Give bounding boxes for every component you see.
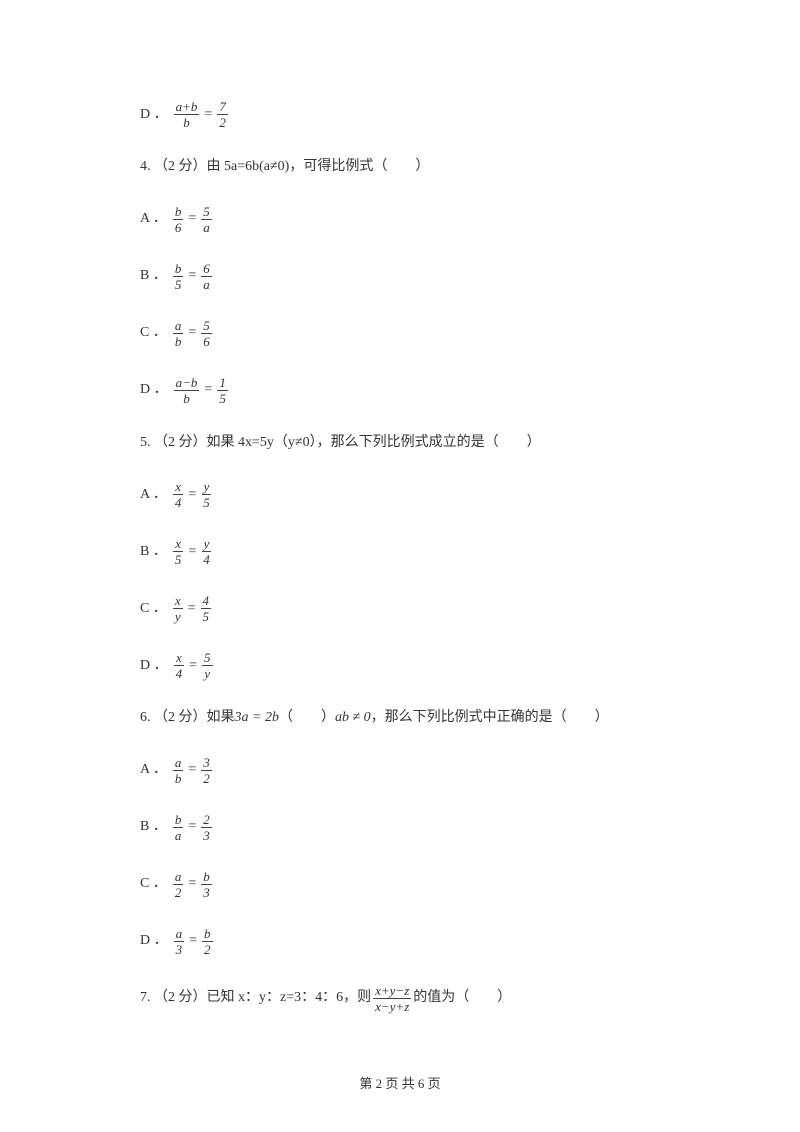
q3-option-d: D ． a+b b = 7 2 bbox=[140, 100, 660, 129]
q5-option-a: A ． x4 = y5 bbox=[140, 480, 660, 509]
q4-option-c: C ． ab = 56 bbox=[140, 319, 660, 348]
page-content: D ． a+b b = 7 2 4. （2 分）由 5a=6b(a≠0)，可得比… bbox=[0, 0, 800, 1081]
q6-option-a: A ． ab = 32 bbox=[140, 756, 660, 785]
q6-option-d: D ． a3 = b2 bbox=[140, 927, 660, 956]
q5-stem: 5. （2 分）如果 4x=5y（y≠0），那么下列比例式成立的是（ ） bbox=[140, 433, 660, 453]
page-footer: 第 2 页 共 6 页 bbox=[0, 1073, 800, 1092]
fraction: a+b b bbox=[174, 100, 200, 129]
q4-option-b: B ． b5 = 6a bbox=[140, 262, 660, 291]
q5-option-d: D ． x4 = 5y bbox=[140, 651, 660, 680]
q7-stem: 7. （2 分）已知 x：y：z=3：4：6，则 x+y−z x−y+z 的值为… bbox=[140, 984, 660, 1013]
equals: = bbox=[204, 105, 212, 125]
q5-option-b: B ． x5 = y4 bbox=[140, 537, 660, 566]
q6-option-b: B ． ba = 23 bbox=[140, 813, 660, 842]
fraction: 7 2 bbox=[217, 100, 228, 129]
fraction: x+y−z x−y+z bbox=[373, 984, 411, 1013]
option-letter: D ． bbox=[140, 105, 168, 125]
q6-stem: 6. （2 分）如果 3a = 2b （ ） ab ≠ 0 ，那么下列比例式中正… bbox=[140, 708, 660, 728]
q4-option-a: A ． b6 = 5a bbox=[140, 205, 660, 234]
q6-option-c: C ． a2 = b3 bbox=[140, 870, 660, 899]
q5-option-c: C ． xy = 45 bbox=[140, 594, 660, 623]
q4-stem: 4. （2 分）由 5a=6b(a≠0)，可得比例式（ ） bbox=[140, 157, 660, 177]
q4-option-d: D ． a−bb = 15 bbox=[140, 376, 660, 405]
